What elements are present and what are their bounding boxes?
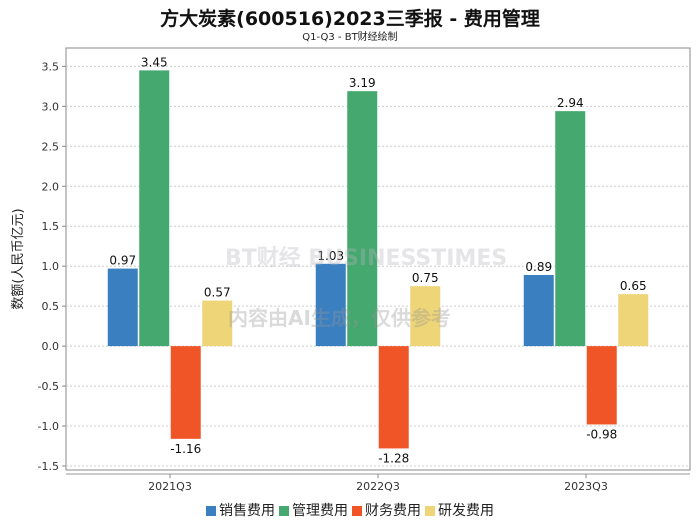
legend-item: 财务费用	[352, 500, 421, 520]
data-label: 0.97	[109, 254, 136, 268]
bar-销售费用	[315, 263, 346, 347]
y-tick-label: 2.5	[42, 140, 60, 153]
y-tick-label: 2.0	[42, 180, 60, 193]
legend-item: 研发费用	[425, 500, 494, 520]
bar-管理费用	[555, 111, 586, 347]
legend-label: 管理费用	[292, 503, 348, 519]
data-label: 0.57	[204, 286, 231, 300]
y-tick-label: 3.5	[42, 60, 60, 73]
y-tick-label: 3.0	[42, 100, 60, 113]
legend-swatch	[279, 506, 289, 516]
data-label: 2.94	[557, 96, 584, 110]
y-tick-label: -0.5	[38, 380, 59, 393]
bar-财务费用	[170, 346, 201, 439]
data-label: 0.75	[412, 271, 439, 285]
data-label: 1.03	[317, 249, 344, 263]
bar-管理费用	[139, 70, 170, 347]
x-tick-label: 2022Q3	[356, 480, 400, 493]
legend-swatch	[425, 506, 435, 516]
chart-title: 方大炭素(600516)2023三季报 - 费用管理	[160, 8, 540, 30]
bar-管理费用	[347, 91, 378, 347]
legend-label: 销售费用	[219, 503, 275, 519]
y-tick-label: 1.5	[42, 220, 60, 233]
legend-swatch	[352, 506, 362, 516]
legend-label: 研发费用	[438, 503, 494, 519]
plot-area	[65, 47, 691, 471]
legend-swatch	[206, 506, 216, 516]
y-tick-label: -1.5	[38, 460, 59, 473]
legend-label: 财务费用	[365, 503, 421, 519]
y-tick-label: 1.0	[42, 260, 60, 273]
bar-销售费用	[523, 274, 554, 347]
bar-销售费用	[107, 268, 138, 347]
data-label: -1.16	[170, 442, 201, 456]
legend-item: 销售费用	[206, 500, 275, 520]
x-tick-label: 2023Q3	[564, 480, 608, 493]
legend-item: 管理费用	[279, 500, 348, 520]
bar-研发费用	[410, 286, 441, 347]
bar-财务费用	[586, 346, 617, 425]
data-label: 0.65	[620, 279, 647, 293]
y-axis-label: 数额(人民币亿元)	[11, 208, 26, 309]
data-label: 3.19	[349, 76, 376, 90]
legend: 销售费用 管理费用 财务费用 研发费用	[0, 500, 700, 520]
data-label: 3.45	[141, 55, 168, 69]
data-label: 0.89	[525, 260, 552, 274]
y-tick-label: 0.0	[42, 340, 60, 353]
data-label: -0.98	[586, 427, 617, 441]
y-tick-label: 0.5	[42, 300, 60, 313]
chart-subtitle: Q1-Q3 - BT财经绘制	[302, 32, 398, 43]
x-tick-label: 2021Q3	[148, 480, 192, 493]
bar-研发费用	[202, 300, 233, 347]
bar-财务费用	[378, 346, 409, 449]
data-label: -1.28	[378, 451, 409, 465]
bar-研发费用	[618, 294, 649, 347]
y-tick-label: -1.0	[38, 420, 59, 433]
